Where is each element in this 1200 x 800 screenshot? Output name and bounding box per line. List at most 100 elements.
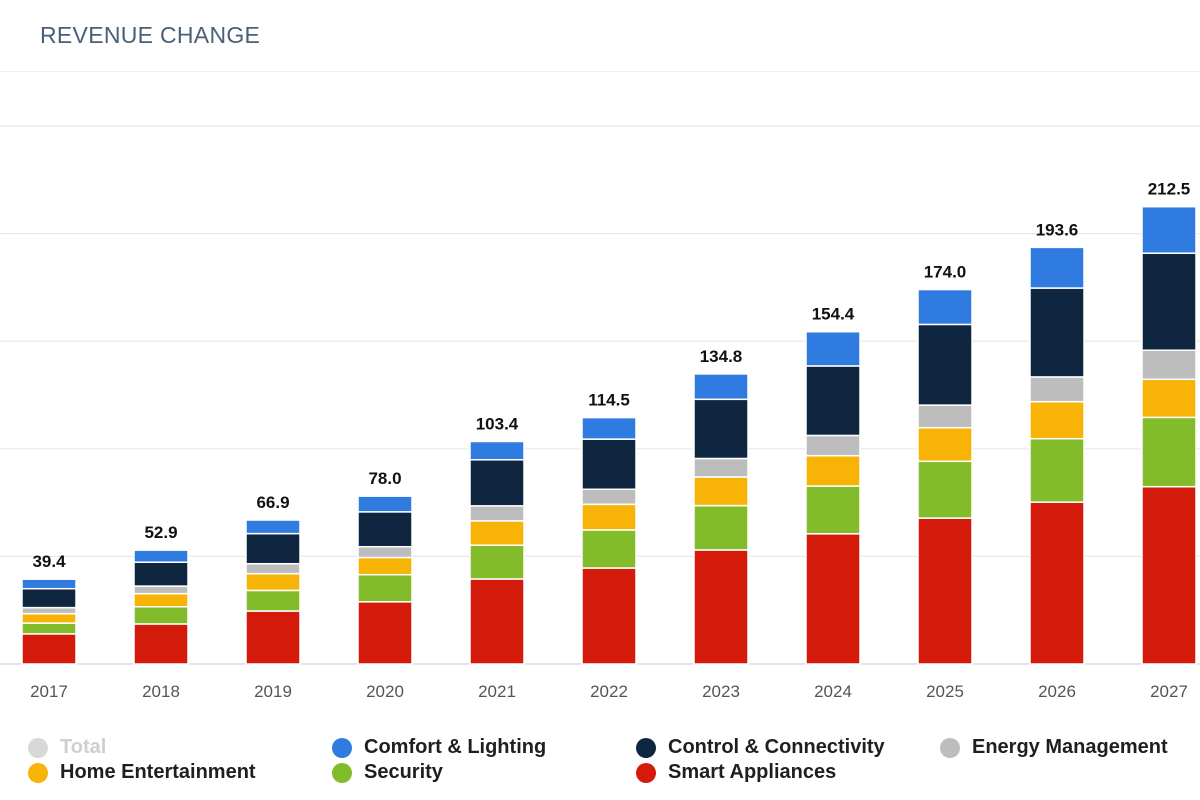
bar-segment[interactable] <box>133 549 189 563</box>
legend-item-security[interactable]: Security <box>332 761 443 784</box>
x-tick-label: 2027 <box>1150 682 1188 701</box>
bar-segment[interactable] <box>917 404 973 429</box>
x-tick-label: 2025 <box>926 682 964 701</box>
bar-segment[interactable] <box>917 426 973 463</box>
bar-segment[interactable] <box>1141 349 1197 381</box>
bar-segment[interactable] <box>581 503 637 531</box>
total-data-label: 103.4 <box>476 414 519 433</box>
bar-segment[interactable] <box>693 398 749 460</box>
legend-dot-icon <box>636 737 656 758</box>
bar-segment[interactable] <box>917 460 973 519</box>
bar-segment[interactable] <box>469 459 525 507</box>
total-data-label: 193.6 <box>1036 220 1079 239</box>
bar-segment[interactable] <box>357 495 413 513</box>
total-data-label: 52.9 <box>144 523 177 542</box>
bar-segment[interactable] <box>21 578 77 590</box>
bar-segment[interactable] <box>917 323 973 406</box>
bar-segment[interactable] <box>917 288 973 326</box>
x-tick-label: 2020 <box>366 682 404 701</box>
bar-segment[interactable] <box>805 365 861 437</box>
legend-label: Security <box>364 761 443 783</box>
legend-dot-icon <box>28 762 48 783</box>
bar-segment[interactable] <box>21 612 77 624</box>
legend-item-control-connectivity[interactable]: Control & Connectivity <box>636 736 885 759</box>
bar-segment[interactable] <box>917 517 973 665</box>
stacked-bar-chart: 39.4 2017 52.9 2018 66.9 2019 78.0 2020 103.4 202… <box>0 125 1200 701</box>
bar-segment[interactable] <box>357 511 413 548</box>
bar-segment[interactable] <box>1141 252 1197 351</box>
bar-segment[interactable] <box>357 556 413 576</box>
legend-dot-icon <box>332 737 352 758</box>
bar-segment[interactable] <box>469 578 525 665</box>
total-data-label: 78.0 <box>368 469 401 488</box>
bar-segment[interactable] <box>469 440 525 461</box>
legend-label: Comfort & Lighting <box>364 736 547 758</box>
legend-label: Energy Management <box>972 736 1168 758</box>
bar-segment[interactable] <box>805 330 861 367</box>
x-tick-label: 2017 <box>30 682 68 701</box>
bar-segment[interactable] <box>1029 400 1085 440</box>
total-data-label: 39.4 <box>32 552 66 571</box>
bar-segment[interactable] <box>21 587 77 609</box>
bar-segment[interactable] <box>245 572 301 592</box>
bar-segment[interactable] <box>469 505 525 522</box>
bar-segment[interactable] <box>133 561 189 587</box>
bar-segment[interactable] <box>357 545 413 559</box>
x-tick-label: 2018 <box>142 682 180 701</box>
bar-segment[interactable] <box>21 622 77 635</box>
legend-label: Home Entertainment <box>60 761 256 783</box>
total-data-label: 154.4 <box>812 305 855 324</box>
chart-title: REVENUE CHANGE <box>40 22 261 48</box>
bar-segment[interactable] <box>357 573 413 603</box>
bar-segment[interactable] <box>581 567 637 665</box>
bar-segment[interactable] <box>581 416 637 440</box>
bar-segment[interactable] <box>357 601 413 665</box>
bar-segment[interactable] <box>805 533 861 665</box>
bar-segment[interactable] <box>1029 437 1085 503</box>
bar-segment[interactable] <box>245 589 301 612</box>
bar-segment[interactable] <box>1141 378 1197 419</box>
bar-segment[interactable] <box>581 529 637 569</box>
bar-segment[interactable] <box>805 485 861 535</box>
bar-segment[interactable] <box>133 592 189 608</box>
bar-segment[interactable] <box>805 434 861 457</box>
bar-segment[interactable] <box>805 454 861 487</box>
bar-segment[interactable] <box>581 438 637 491</box>
bar-segment[interactable] <box>21 633 77 665</box>
bar-segment[interactable] <box>1029 376 1085 403</box>
bar-segment[interactable] <box>245 610 301 665</box>
total-data-label: 212.5 <box>1148 180 1191 199</box>
bar-segment[interactable] <box>245 532 301 565</box>
total-data-label: 134.8 <box>700 347 743 366</box>
bar-segment[interactable] <box>133 606 189 625</box>
bar-segment[interactable] <box>469 544 525 580</box>
bar-segment[interactable] <box>693 549 749 665</box>
legend-label: Control & Connectivity <box>668 736 885 758</box>
bar-segment[interactable] <box>1029 287 1085 378</box>
legend-item-home-entertainment[interactable]: Home Entertainment <box>28 761 256 784</box>
bar-segment[interactable] <box>1141 416 1197 488</box>
bar-segment[interactable] <box>1029 501 1085 665</box>
total-data-label: 66.9 <box>256 493 289 512</box>
bar-segment[interactable] <box>133 585 189 595</box>
legend-dot-icon <box>332 762 352 783</box>
legend-item-comfort-lighting[interactable]: Comfort & Lighting <box>332 736 546 759</box>
bar-segment[interactable] <box>693 457 749 478</box>
bar-segment[interactable] <box>1141 485 1197 665</box>
bar-segment[interactable] <box>693 504 749 551</box>
legend-item-total[interactable]: Total <box>28 736 106 759</box>
bar-segment[interactable] <box>133 623 189 665</box>
bar-segment[interactable] <box>693 476 749 507</box>
bar-segment[interactable] <box>469 520 525 546</box>
legend-item-energy-management[interactable]: Energy Management <box>940 736 1168 759</box>
x-tick-label: 2021 <box>478 682 516 701</box>
bar-segment[interactable] <box>581 488 637 506</box>
bar-segment[interactable] <box>245 562 301 575</box>
bar-segment[interactable] <box>1029 246 1085 289</box>
bar-segment[interactable] <box>21 606 77 615</box>
bar-segment[interactable] <box>693 373 749 401</box>
bar-segment[interactable] <box>245 519 301 535</box>
bar-segment[interactable] <box>1141 205 1197 254</box>
legend-dot-icon <box>940 737 960 758</box>
legend-item-smart-appliances[interactable]: Smart Appliances <box>636 761 836 784</box>
